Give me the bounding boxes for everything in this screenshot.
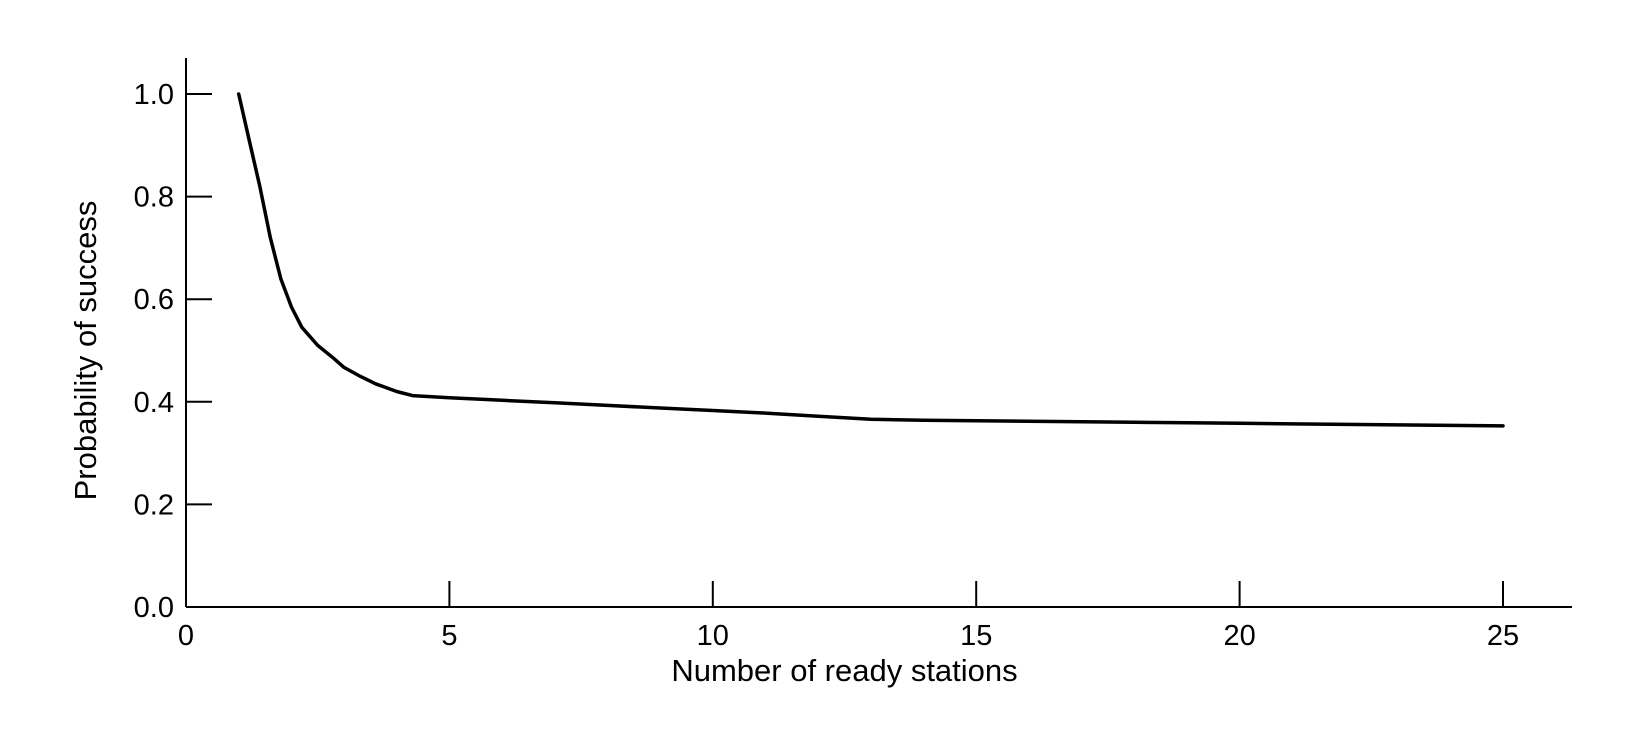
y-axis-ticks: 0.0 0.2 0.4 0.6 0.8 1.0 [134, 79, 212, 624]
x-tick-label: 20 [1223, 620, 1255, 652]
y-axis-title: Probability of success [68, 201, 103, 501]
x-tick-label: 15 [960, 620, 992, 652]
y-tick-label: 0.8 [134, 182, 174, 214]
series-line [239, 94, 1503, 426]
x-axis-ticks: 0 5 10 15 20 25 [178, 581, 1519, 652]
axes [186, 58, 1572, 607]
x-axis-title: Number of ready stations [671, 653, 1017, 688]
x-tick-label: 5 [441, 620, 457, 652]
y-tick-label: 1.0 [134, 79, 174, 111]
y-tick-label: 0.6 [134, 284, 174, 316]
series-group [239, 94, 1503, 426]
x-tick-label: 25 [1487, 620, 1519, 652]
x-tick-label: 10 [697, 620, 729, 652]
x-tick-label: 0 [178, 620, 194, 652]
y-tick-label: 0.0 [134, 592, 174, 624]
y-tick-label: 0.4 [134, 387, 174, 419]
y-tick-label: 0.2 [134, 489, 174, 521]
